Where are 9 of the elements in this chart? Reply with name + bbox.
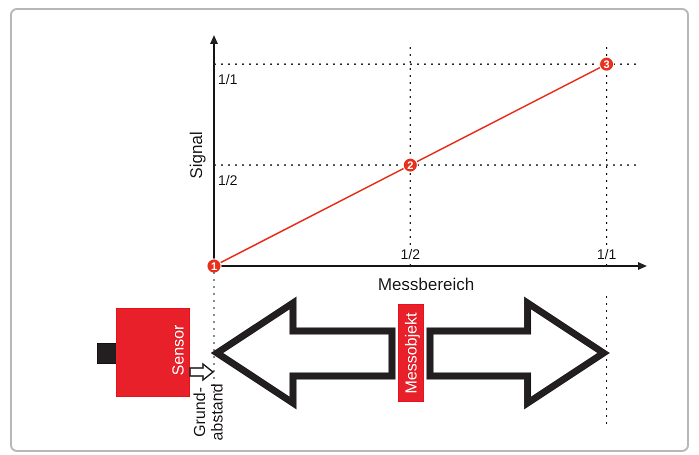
annotation: 2 [407,160,414,172]
annotation: 1 [210,261,218,273]
ref-line-label: 1/2 [218,172,238,188]
y-axis-title: Signal [187,131,206,179]
annotation: 3 [604,59,610,72]
object-block: Messobjekt [398,304,424,402]
ref-line-label: 1/1 [218,71,238,88]
x-axis-title: Messbereich [378,275,474,294]
text: Grund- abstand [192,384,226,440]
